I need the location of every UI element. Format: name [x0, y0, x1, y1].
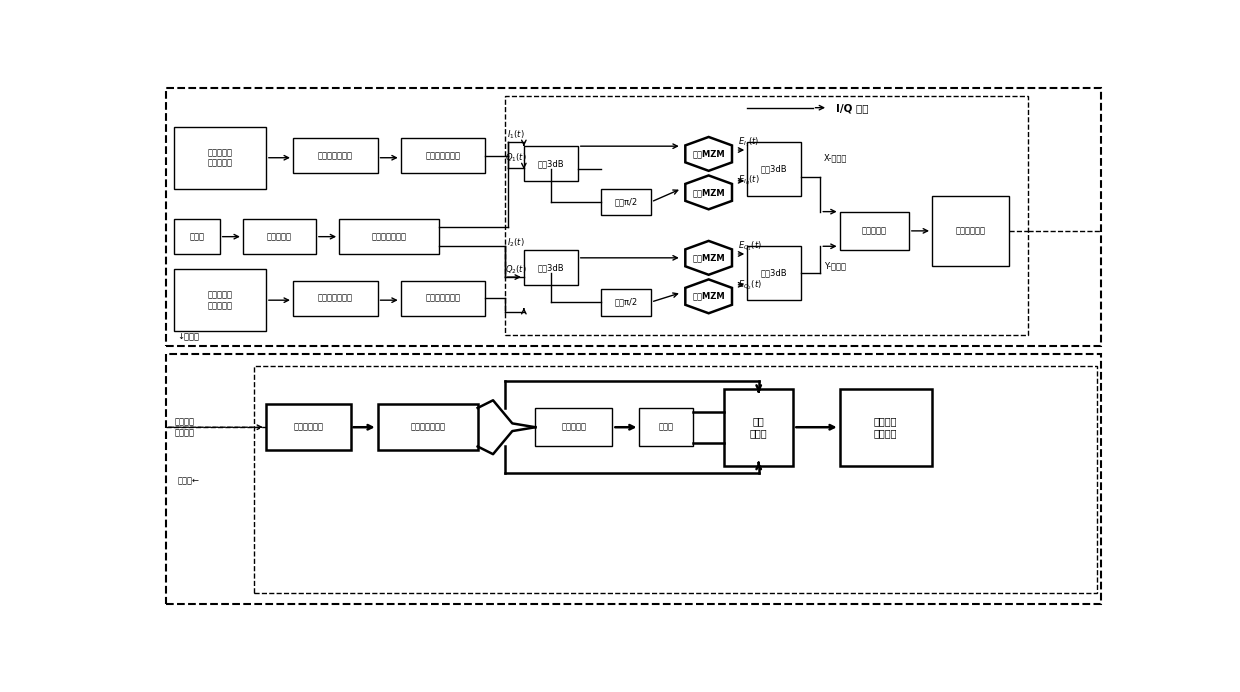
Text: 偏振合束器: 偏振合束器 [862, 226, 887, 235]
Text: $E_{Q_1}(t)$: $E_{Q_1}(t)$ [738, 239, 761, 253]
Polygon shape [686, 280, 732, 313]
Text: 第一MZM: 第一MZM [692, 149, 725, 158]
Bar [293, 281, 377, 316]
Bar [601, 188, 651, 215]
Text: 本地振荡器: 本地振荡器 [562, 423, 587, 432]
Text: 第二3dB: 第二3dB [537, 263, 564, 272]
Text: 光电
探测器: 光电 探测器 [750, 417, 768, 438]
Bar [601, 289, 651, 316]
Bar [293, 138, 377, 173]
Bar [254, 365, 1097, 593]
Text: 第一偏振分束器: 第一偏振分束器 [372, 232, 407, 241]
Polygon shape [686, 137, 732, 171]
Text: 第二量子随
机数发生器: 第二量子随 机数发生器 [207, 291, 232, 310]
Bar [174, 269, 265, 331]
Bar [640, 408, 693, 446]
Text: 信号发射装置: 信号发射装置 [956, 226, 986, 235]
Bar [523, 146, 578, 181]
Polygon shape [686, 241, 732, 275]
Text: Y-偏振态: Y-偏振态 [825, 261, 846, 270]
Text: 接收方←: 接收方← [177, 477, 200, 486]
Text: 第一量子随
机数发生器: 第一量子随 机数发生器 [207, 148, 232, 167]
Bar [401, 138, 485, 173]
Bar [505, 96, 1028, 335]
Bar [339, 219, 439, 254]
Bar [243, 219, 316, 254]
Text: I/Q 调制: I/Q 调制 [836, 102, 868, 113]
Bar [174, 127, 265, 188]
Text: 第二MZM: 第二MZM [692, 188, 725, 197]
Bar [839, 389, 932, 466]
Text: $Q_2(t)$: $Q_2(t)$ [506, 263, 527, 275]
Bar [174, 219, 219, 254]
Bar [523, 250, 578, 285]
Bar [536, 408, 613, 446]
Bar [932, 197, 1009, 266]
Bar [748, 143, 801, 197]
Text: 第一3dB: 第一3dB [537, 159, 564, 168]
Text: $I_1(t)$: $I_1(t)$ [507, 129, 525, 141]
Bar [377, 404, 477, 450]
Text: 第二电平发生器: 第二电平发生器 [317, 294, 352, 303]
Text: X-偏振态: X-偏振态 [825, 153, 847, 162]
Text: 第二偏振分束器: 第二偏振分束器 [410, 423, 445, 432]
Text: $E_{I_Q}(t)$: $E_{I_Q}(t)$ [738, 174, 760, 188]
Bar [839, 212, 909, 250]
Text: $Q_1(t)$: $Q_1(t)$ [506, 152, 527, 164]
Text: 第四MZM: 第四MZM [692, 292, 725, 301]
Text: $I_2(t)$: $I_2(t)$ [507, 236, 525, 248]
Text: 第四3dB: 第四3dB [761, 268, 787, 277]
Text: $E_{I_1}(t)$: $E_{I_1}(t)$ [738, 136, 759, 149]
Bar [166, 89, 1101, 347]
Text: $E_{Q_2}(t)$: $E_{Q_2}(t)$ [738, 278, 761, 291]
Text: 激光器: 激光器 [188, 232, 205, 241]
Bar [401, 281, 485, 316]
Text: 分束器: 分束器 [658, 423, 673, 432]
Bar [748, 246, 801, 300]
Text: 幅度调制器: 幅度调制器 [267, 232, 291, 241]
Text: 自由空间
量子信道: 自由空间 量子信道 [175, 417, 195, 437]
Bar [265, 404, 351, 450]
Text: ↓发送方: ↓发送方 [177, 333, 200, 342]
Bar [724, 389, 794, 466]
Text: 极化成对
解码模块: 极化成对 解码模块 [874, 417, 898, 438]
Text: 第一调制器驱动: 第一调制器驱动 [425, 152, 460, 161]
Text: 第二π/2: 第二π/2 [614, 298, 637, 307]
Text: 信号接收装置: 信号接收装置 [293, 423, 324, 432]
Text: 第三3dB: 第三3dB [761, 165, 787, 174]
Text: 第一π/2: 第一π/2 [614, 197, 637, 206]
Polygon shape [686, 176, 732, 209]
Text: 第三MZM: 第三MZM [692, 253, 725, 262]
Text: 第一电平发生器: 第一电平发生器 [317, 152, 352, 161]
Text: 第二调制器驱动: 第二调制器驱动 [425, 294, 460, 303]
Bar [166, 354, 1101, 604]
